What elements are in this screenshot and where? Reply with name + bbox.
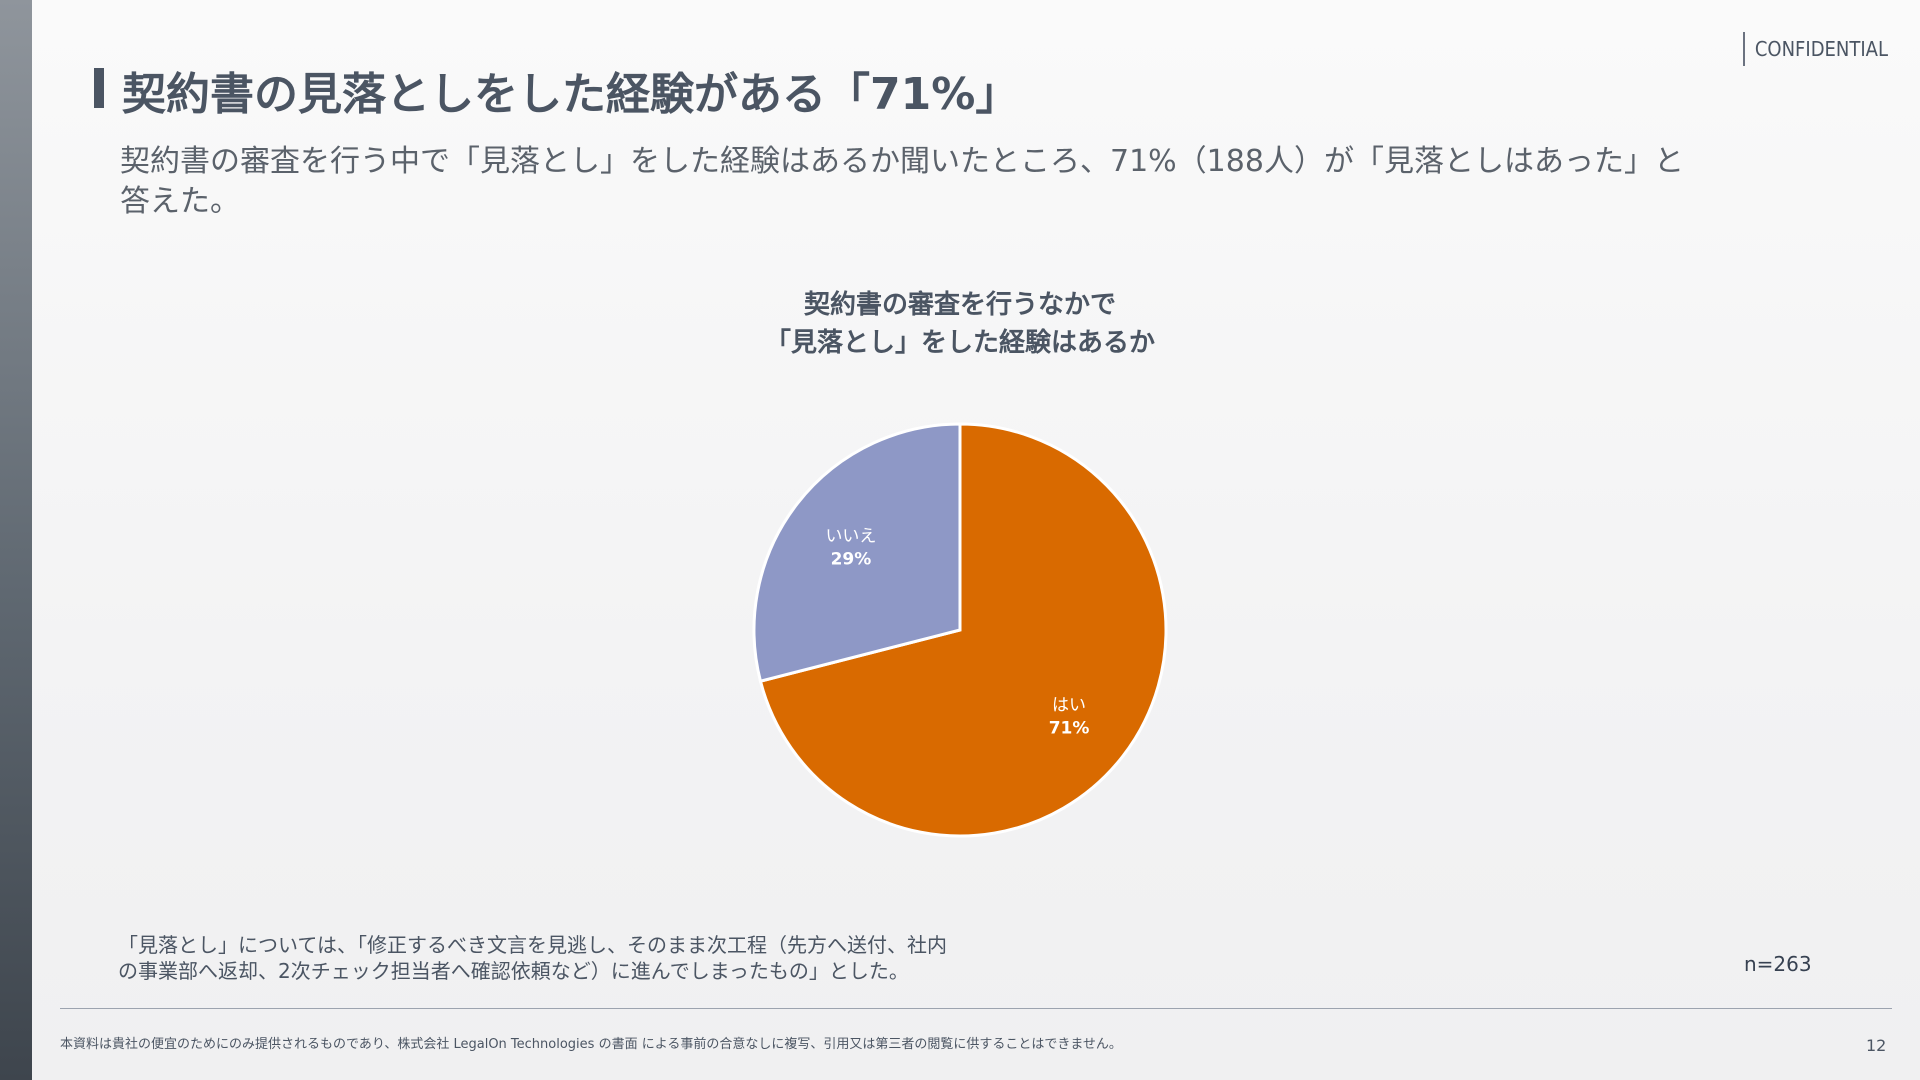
page-number: 12	[1866, 1036, 1887, 1055]
title-accent-mark	[94, 68, 104, 108]
footnote: 「見落とし」については、「修正するべき文言を見逃し、そのまま次工程（先方へ送付、…	[118, 932, 998, 984]
chart-title-line-2: 「見落とし」をした経験はあるか	[764, 328, 1155, 358]
slice-label-yes: はい	[1052, 696, 1086, 716]
pie-slice-yes	[758, 422, 1168, 838]
chart-title: 契約書の審査を行うなかで 「見落とし」をした経験はあるか	[660, 286, 1260, 362]
side-accent-bar	[0, 0, 32, 1080]
slice-value-yes: 71%	[1049, 719, 1090, 739]
footnote-line-2: の事業部へ返却、2次チェック担当者へ確認依頼など）に進んでしまったもの」とした。	[118, 959, 909, 983]
footer-divider	[60, 1008, 1892, 1009]
pie-chart: はい 71% いいえ 29%	[752, 422, 1168, 838]
sample-size: n=263	[1744, 952, 1812, 976]
lead-text: 契約書の審査を行う中で「見落とし」をした経験はあるか聞いたところ、71%（188…	[120, 142, 1820, 222]
footer-disclaimer: 本資料は貴社の便宜のためにのみ提供されるものであり、株式会社 LegalOn T…	[60, 1037, 1122, 1052]
confidential-label: CONFIDENTIAL	[1742, 32, 1888, 66]
page-title: 契約書の見落としをした経験がある「71%」	[122, 69, 1020, 120]
lead-line-2: 答えた。	[120, 184, 240, 219]
slice-label-no: いいえ	[825, 526, 876, 546]
lead-line-1: 契約書の審査を行う中で「見落とし」をした経験はあるか聞いたところ、71%（188…	[120, 144, 1684, 179]
chart-title-line-1: 契約書の審査を行うなかで	[803, 290, 1116, 320]
slice-value-no: 29%	[831, 549, 872, 569]
pie-slice-no	[752, 422, 962, 684]
footnote-line-1: 「見落とし」については、「修正するべき文言を見逃し、そのまま次工程（先方へ送付、…	[118, 933, 947, 957]
